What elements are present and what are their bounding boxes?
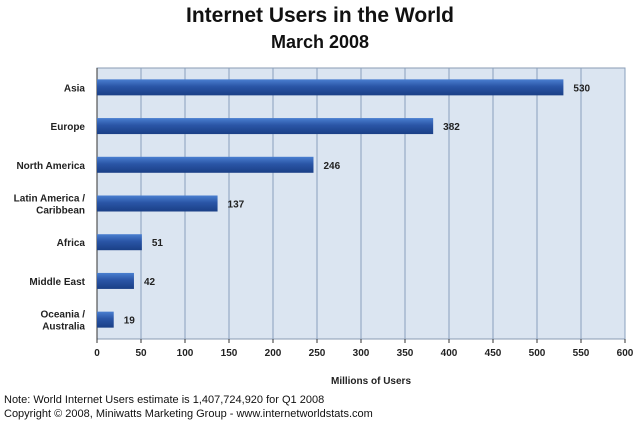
category-label-line: Oceania / — [41, 310, 86, 321]
category-label-line: North America — [16, 161, 85, 172]
x-axis-title: Millions of Users — [331, 376, 411, 387]
x-tick-label: 450 — [485, 348, 502, 359]
category-label: Oceania / Australia — [41, 310, 86, 333]
chart-subtitle: March 2008 — [270, 32, 370, 52]
x-tick-label: 0 — [94, 348, 100, 359]
category-label: Latin America / Caribbean — [14, 194, 86, 217]
category-label: Africa — [57, 238, 86, 249]
category-label-line: Caribbean — [36, 206, 85, 217]
bar — [97, 156, 314, 173]
category-label-line: Australia — [42, 322, 85, 333]
x-tick-label: 50 — [135, 348, 147, 359]
category-label: Asia — [64, 83, 86, 94]
bar — [97, 272, 134, 289]
bar — [97, 234, 142, 251]
category-label-line: Africa — [57, 238, 86, 249]
x-tick-label: 550 — [573, 348, 590, 359]
category-label: Europe — [51, 122, 86, 133]
bar — [97, 311, 114, 328]
bar-value-label: 19 — [124, 316, 136, 327]
x-tick-label: 500 — [529, 348, 546, 359]
bar — [97, 195, 218, 212]
category-label: North America — [16, 161, 85, 172]
x-tick-label: 150 — [221, 348, 238, 359]
x-tick-label: 200 — [265, 348, 282, 359]
category-label: Middle East — [29, 277, 85, 288]
chart-title: Internet Users in the World — [186, 4, 454, 27]
x-tick-label: 300 — [353, 348, 370, 359]
bar-value-label: 137 — [228, 200, 245, 211]
bar-value-label: 246 — [323, 161, 340, 172]
footnote-estimate: Note: World Internet Users estimate is 1… — [4, 394, 325, 406]
footnote-copyright: Copyright © 2008, Miniwatts Marketing Gr… — [4, 408, 373, 420]
bar-value-label: 530 — [573, 83, 590, 94]
bar-value-label: 51 — [152, 238, 164, 249]
bar — [97, 79, 564, 96]
bar-value-label: 382 — [443, 122, 460, 133]
x-tick-label: 350 — [397, 348, 414, 359]
bar — [97, 118, 434, 135]
category-label-line: Latin America / — [14, 194, 86, 205]
category-label-line: Europe — [51, 122, 86, 133]
x-tick-label: 400 — [441, 348, 458, 359]
category-label-line: Asia — [64, 83, 86, 94]
x-tick-label: 250 — [309, 348, 326, 359]
x-tick-label: 100 — [177, 348, 194, 359]
category-label-line: Middle East — [29, 277, 85, 288]
x-tick-label: 600 — [617, 348, 634, 359]
bar-value-label: 42 — [144, 277, 156, 288]
